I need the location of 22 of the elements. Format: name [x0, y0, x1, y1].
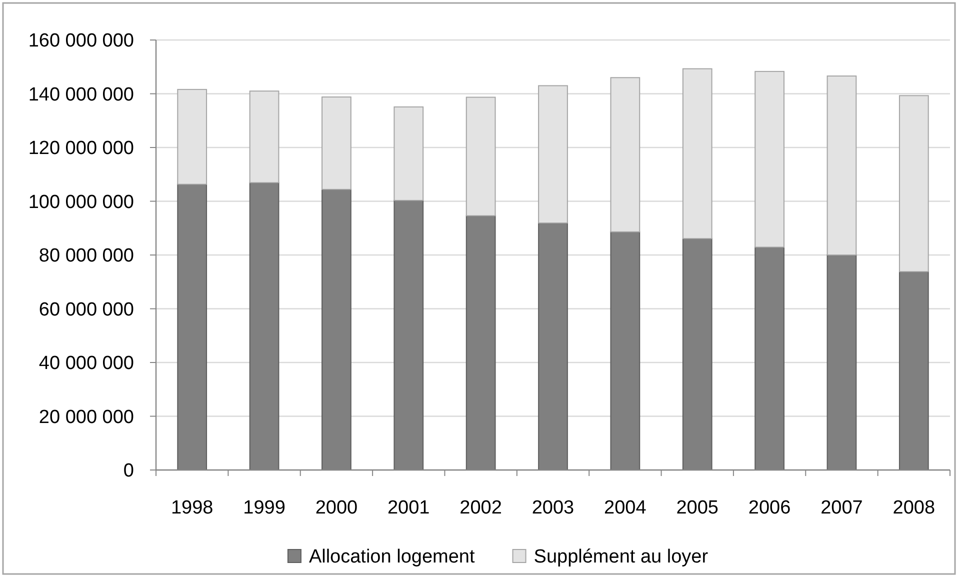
y-tick-label: 120 000 000	[28, 138, 134, 160]
x-tick-label: 2003	[532, 498, 574, 519]
x-tick-label: 2007	[820, 498, 863, 519]
legend-label: Allocation logement	[308, 546, 476, 568]
y-tick-label: 40 000 000	[38, 353, 134, 374]
x-tick-label: 2005	[676, 498, 719, 519]
x-tick-label: 2006	[748, 498, 791, 519]
y-tick-label: 0	[123, 460, 134, 482]
x-tick-label: 1999	[243, 498, 286, 519]
x-tick-label: 2000	[315, 498, 358, 519]
y-tick-label: 20 000 000	[38, 406, 134, 428]
x-tick-label: 2002	[460, 498, 502, 519]
x-tick-label: 2001	[387, 498, 430, 519]
y-tick-label: 140 000 000	[28, 84, 134, 106]
legend-label: Supplément au loyer	[534, 546, 709, 568]
y-tick-label: 80 000 000	[38, 246, 134, 267]
y-tick-label: 160 000 000	[28, 30, 134, 52]
y-tick-label: 60 000 000	[38, 299, 134, 320]
x-tick-label: 2008	[892, 498, 936, 519]
x-tick-label: 2004	[604, 498, 647, 519]
y-tick-label: 100 000 000	[28, 192, 134, 213]
x-tick-label: 1998	[170, 498, 214, 519]
